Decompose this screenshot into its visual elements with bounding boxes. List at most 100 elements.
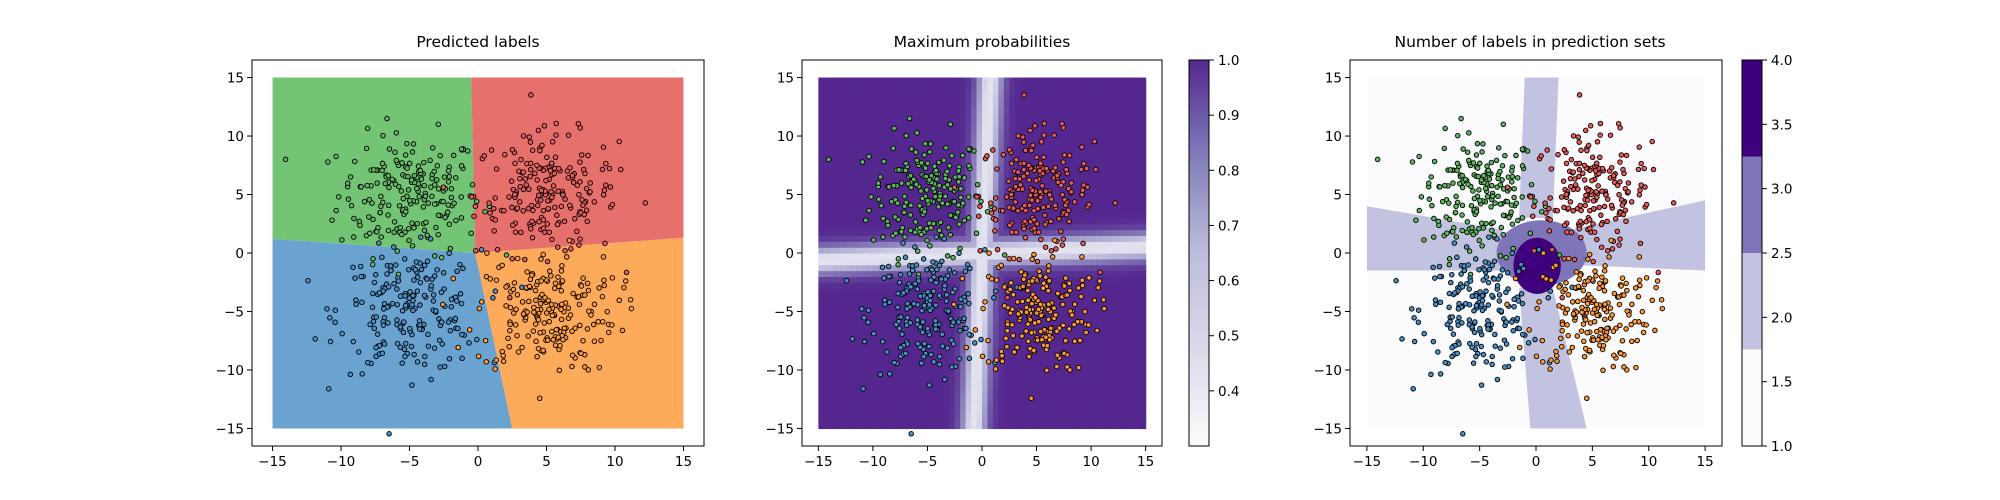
- scatter-point: [542, 295, 548, 301]
- scatter-point: [364, 125, 371, 132]
- heat-cell: [1123, 206, 1130, 213]
- scatter-point: [466, 340, 472, 346]
- heat-cell: [976, 176, 983, 184]
- scatter-point: [445, 179, 452, 185]
- scatter-point: [942, 175, 949, 182]
- scatter-point: [386, 146, 393, 152]
- heat-cell: [987, 323, 994, 330]
- heat-cell: [883, 253, 890, 260]
- heat-cell: [829, 95, 836, 102]
- heat-cell: [1020, 364, 1027, 371]
- heat-cell: [1118, 229, 1125, 237]
- heat-cell: [840, 118, 847, 125]
- heat-cell: [851, 141, 858, 149]
- heat-cell: [987, 253, 994, 260]
- heat-cell: [1036, 253, 1043, 260]
- heat-cell: [982, 106, 989, 114]
- scatter-point: [1015, 208, 1021, 214]
- heat-cell: [992, 176, 999, 184]
- heat-cell: [867, 352, 874, 359]
- heat-cell: [894, 176, 901, 184]
- heat-cell: [971, 299, 978, 307]
- heat-cell: [1118, 387, 1125, 394]
- heat-cell: [943, 106, 950, 114]
- heat-cell: [982, 182, 989, 190]
- scatter-point: [366, 214, 372, 220]
- heat-cell: [1102, 147, 1109, 155]
- heat-cell: [1140, 264, 1147, 272]
- scatter-point: [600, 254, 607, 260]
- heat-cell: [1134, 317, 1141, 324]
- heat-cell: [1063, 136, 1070, 143]
- heat-cell: [1069, 200, 1076, 207]
- heat-cell: [1085, 223, 1092, 231]
- heat-cell: [932, 223, 939, 231]
- heat-cell: [834, 106, 841, 114]
- heat-cell: [987, 247, 994, 254]
- heat-cell: [1107, 323, 1114, 330]
- heat-cell: [862, 288, 869, 295]
- heat-cell: [971, 416, 978, 424]
- heat-cell: [1129, 293, 1136, 301]
- scatter-point: [927, 149, 933, 155]
- scatter-point: [552, 280, 559, 286]
- heat-cell: [845, 358, 852, 365]
- scatter-point: [305, 277, 311, 284]
- heat-cell: [894, 206, 901, 213]
- heat-cell: [998, 141, 1005, 149]
- heat-cell: [943, 77, 950, 84]
- scatter-point: [600, 191, 607, 198]
- heat-cell: [823, 130, 830, 137]
- heat-cell: [976, 410, 983, 418]
- heat-cell: [889, 422, 896, 430]
- heat-cell: [823, 334, 830, 342]
- heat-cell: [1058, 422, 1065, 430]
- heat-cell: [1052, 229, 1059, 237]
- heat-cell: [1091, 317, 1098, 324]
- heat-cell: [823, 346, 830, 354]
- heat-cell: [1009, 77, 1016, 84]
- heat-cell: [1091, 282, 1098, 289]
- heat-cell: [829, 188, 836, 196]
- scatter-point: [946, 163, 953, 169]
- heat-cell: [1107, 212, 1114, 219]
- scatter-point: [350, 234, 357, 240]
- heat-cell: [883, 124, 890, 131]
- heat-cell: [883, 375, 890, 383]
- heat-cell: [1058, 375, 1065, 383]
- heat-cell: [818, 334, 825, 342]
- scatter-point: [1022, 218, 1028, 225]
- heat-cell: [987, 364, 994, 371]
- heat-cell: [823, 159, 830, 166]
- scatter-point: [424, 276, 430, 282]
- scatter-point: [886, 299, 893, 306]
- heat-cell: [818, 141, 825, 149]
- heat-cell: [1063, 305, 1070, 313]
- heat-cell: [878, 130, 885, 137]
- scatter-point: [934, 266, 940, 273]
- heat-cell: [965, 130, 972, 137]
- heat-cell: [1025, 270, 1032, 277]
- heat-cell: [851, 118, 858, 125]
- heat-cell: [894, 194, 901, 201]
- scatter-point: [329, 217, 335, 223]
- heat-cell: [1112, 217, 1119, 225]
- heat-cell: [823, 282, 830, 289]
- heat-cell: [1063, 130, 1070, 137]
- heat-cell: [1118, 83, 1125, 90]
- heat-cell: [922, 422, 929, 430]
- heat-cell: [900, 276, 907, 283]
- heat-cell: [851, 258, 858, 266]
- heat-cell: [943, 206, 950, 213]
- heat-cell: [834, 305, 841, 313]
- heat-cell: [943, 165, 950, 172]
- heat-cell: [1096, 106, 1103, 114]
- heat-cell: [878, 241, 885, 248]
- heat-cell: [1096, 124, 1103, 131]
- scatter-point: [994, 166, 1000, 172]
- scatter-point: [921, 353, 927, 360]
- heat-cell: [883, 422, 890, 430]
- heat-cell: [982, 100, 989, 108]
- scatter-point: [537, 330, 543, 336]
